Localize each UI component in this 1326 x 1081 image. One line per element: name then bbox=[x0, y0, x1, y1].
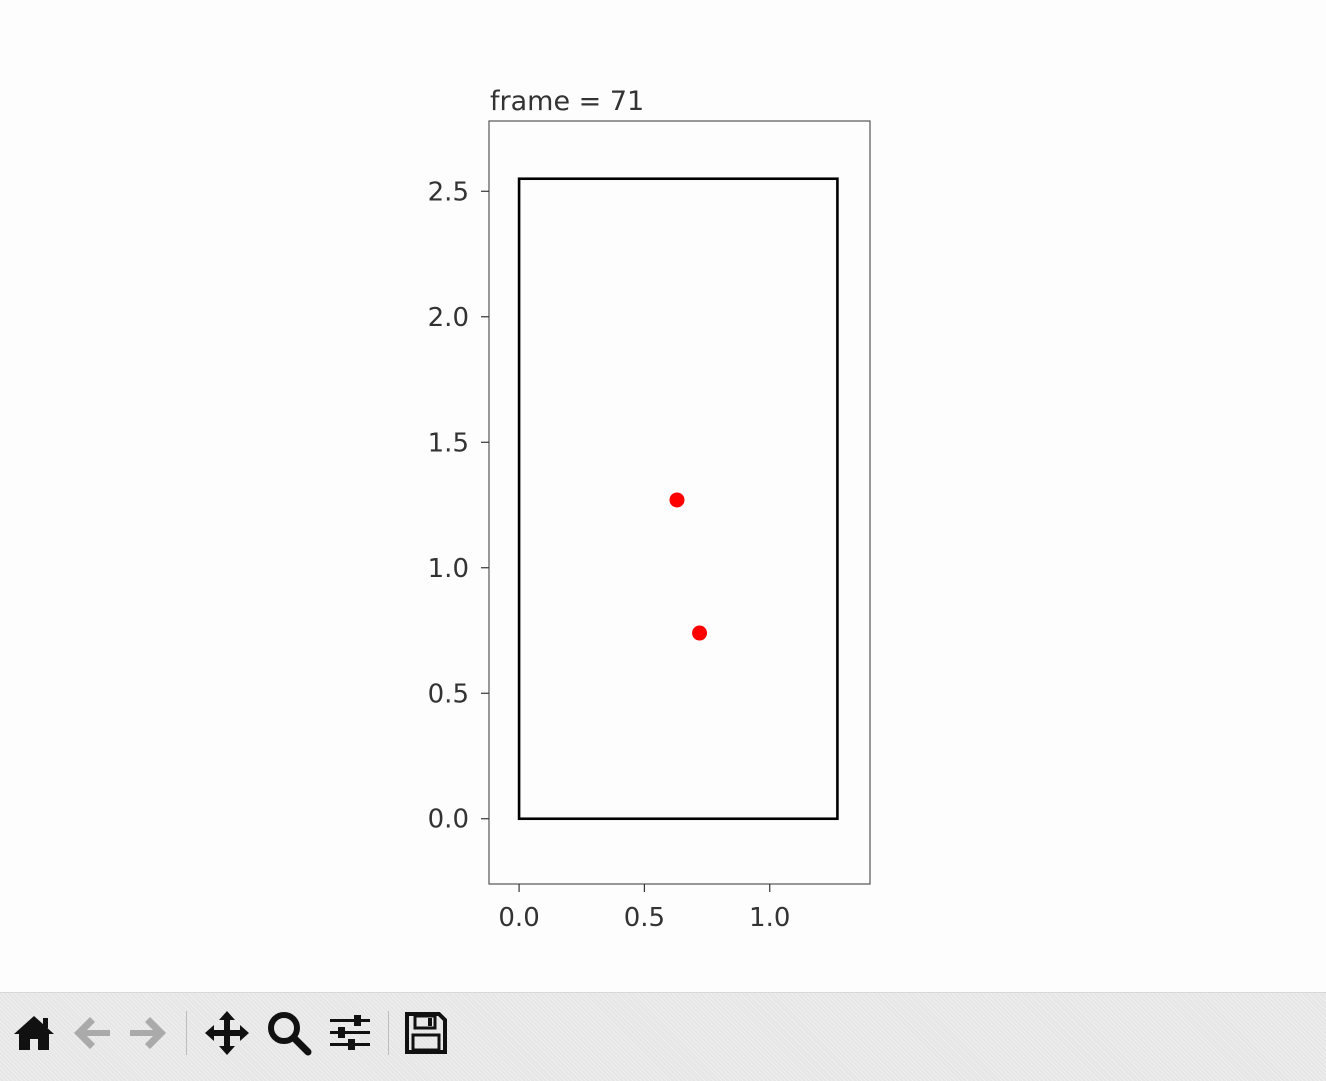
magnifier-icon bbox=[268, 1012, 312, 1056]
home-button[interactable] bbox=[10, 1009, 58, 1057]
navigation-toolbar bbox=[0, 992, 1326, 1081]
y-tick-label: 0.5 bbox=[428, 679, 469, 709]
toolbar-separator bbox=[186, 1011, 187, 1055]
data-point bbox=[692, 625, 708, 641]
plot-title: frame = 71 bbox=[490, 86, 644, 117]
x-tick-label: 1.0 bbox=[749, 903, 790, 933]
axes-frame bbox=[488, 120, 871, 885]
figure-canvas: frame = 71 0.0 0.5 1.0 0.0 0.5 1.0 1.5 2.0 2.5 bbox=[427, 86, 871, 933]
y-tick-label: 2.5 bbox=[428, 177, 469, 207]
toolbar-separator bbox=[388, 1011, 389, 1055]
home-icon bbox=[14, 1016, 54, 1050]
forward-button[interactable] bbox=[124, 1009, 172, 1057]
plot-svg: frame = 71 0.0 0.5 1.0 0.0 0.5 1.0 1.5 2.0 2.5 bbox=[428, 86, 871, 933]
x-tick-label: 0.0 bbox=[498, 903, 539, 933]
back-button[interactable] bbox=[68, 1009, 116, 1057]
y-tick-label: 1.5 bbox=[428, 428, 469, 458]
pan-button[interactable] bbox=[203, 1009, 251, 1057]
y-tick-label: 0.0 bbox=[428, 805, 469, 835]
zoom-button[interactable] bbox=[265, 1009, 313, 1057]
axes: 0.0 0.5 1.0 0.0 0.5 1.0 1.5 2.0 2.5 bbox=[428, 120, 871, 933]
arrow-left-icon bbox=[74, 1017, 110, 1049]
data-point bbox=[669, 492, 685, 508]
configure-subplots-button[interactable] bbox=[326, 1009, 374, 1057]
sliders-icon bbox=[330, 1015, 370, 1050]
floppy-disk-icon bbox=[405, 1012, 447, 1054]
arrow-right-icon bbox=[130, 1017, 166, 1049]
x-tick-label: 0.5 bbox=[624, 903, 665, 933]
move-icon bbox=[205, 1011, 249, 1055]
save-button[interactable] bbox=[402, 1009, 450, 1057]
y-tick-label: 2.0 bbox=[428, 303, 469, 333]
boundary-box bbox=[517, 177, 839, 821]
y-tick-label: 1.0 bbox=[428, 554, 469, 584]
